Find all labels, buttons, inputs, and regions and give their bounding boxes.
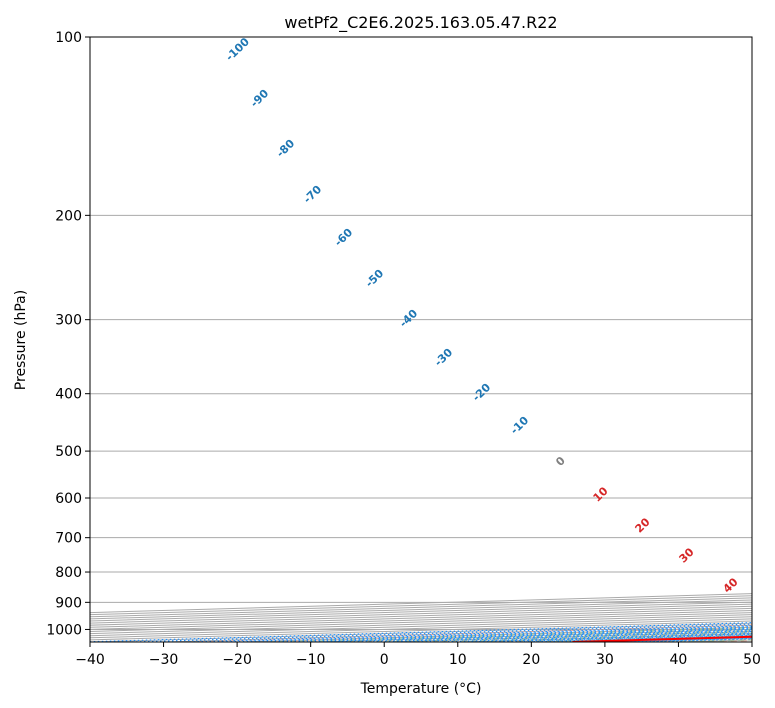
x-tick-label: −10 [296, 652, 326, 668]
plot-frame [89, 36, 753, 643]
axes: −40 −30 −20 −10 0 10 20 30 40 50 100 200 300 400 500 60… [46, 30, 761, 668]
x-tick-label: −20 [222, 652, 252, 668]
x-tick-label: 10 [449, 652, 467, 668]
y-tick-label: 600 [55, 491, 82, 507]
x-tick-label: 20 [522, 652, 540, 668]
x-tick-label: −30 [149, 652, 179, 668]
y-axis-label: Pressure (hPa) [13, 290, 29, 390]
y-tick-label: 800 [55, 565, 82, 581]
x-axis-label: Temperature (°C) [360, 681, 482, 697]
y-tick-label: 500 [55, 444, 82, 460]
plot-background [90, 37, 752, 642]
y-tick-label: 300 [55, 313, 82, 329]
isotherm-line [751, 641, 752, 642]
y-tick-label: 100 [55, 30, 82, 46]
x-tick-label: 30 [596, 652, 614, 668]
x-tick-label: −40 [75, 652, 105, 668]
y-tick-label: 200 [55, 208, 82, 224]
y-tick-label: 700 [55, 531, 82, 547]
x-tick-label: 50 [743, 652, 761, 668]
y-tick-label: 900 [55, 595, 82, 611]
y-tick-label: 1000 [46, 622, 82, 638]
y-tick-label: 400 [55, 387, 82, 403]
reference-lines [90, 37, 752, 642]
x-tick-label: 0 [380, 652, 389, 668]
x-tick-label: 40 [670, 652, 688, 668]
chart-title: wetPf2_C2E6.2025.163.05.47.R22 [284, 13, 557, 33]
